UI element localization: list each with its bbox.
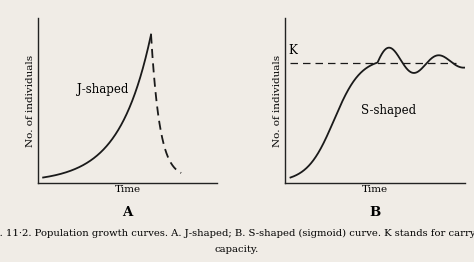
Text: B: B [369, 206, 381, 219]
Y-axis label: No. of individuals: No. of individuals [273, 55, 283, 147]
Text: J-shaped: J-shaped [77, 83, 129, 96]
Text: capacity.: capacity. [215, 245, 259, 254]
Text: S-shaped: S-shaped [361, 104, 416, 117]
X-axis label: Time: Time [362, 185, 388, 194]
Text: K: K [289, 44, 298, 57]
Y-axis label: No. of individuals: No. of individuals [26, 55, 35, 147]
Text: A: A [122, 206, 133, 219]
Text: Fig. 11·2. Population growth curves. A. J-shaped; B. S-shaped (sigmoid) curve. K: Fig. 11·2. Population growth curves. A. … [0, 229, 474, 238]
X-axis label: Time: Time [115, 185, 141, 194]
